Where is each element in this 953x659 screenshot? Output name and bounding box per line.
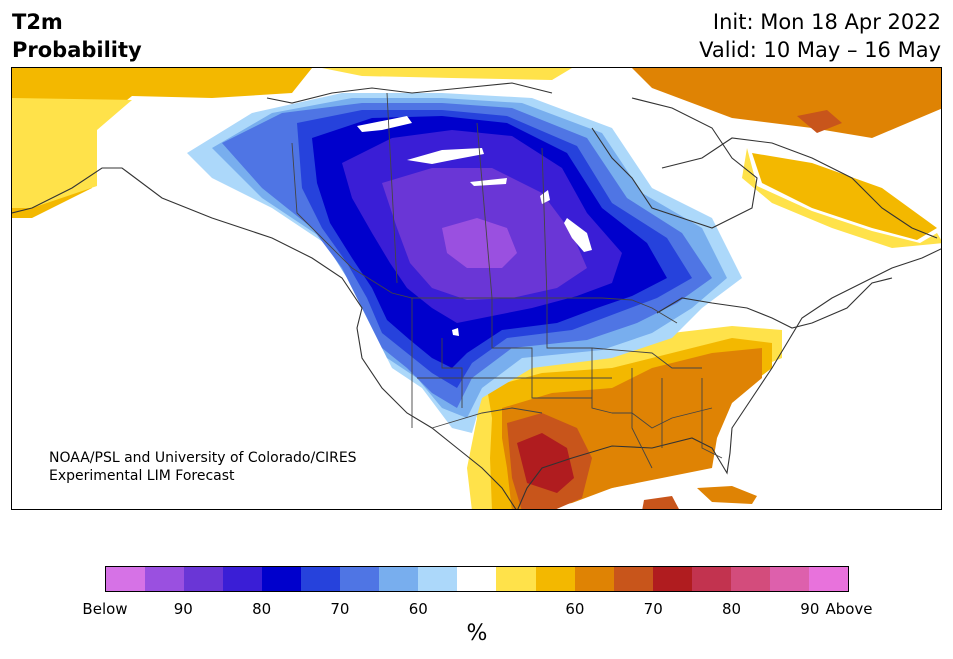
colorbar-tick-label: Above [825, 600, 873, 618]
cuba-above-region [697, 486, 757, 504]
colorbar-tick-label: 70 [330, 600, 350, 618]
colorbar-segment [535, 567, 575, 591]
forecast-dates: Init: Mon 18 Apr 2022 Valid: 10 May – 16… [699, 8, 941, 64]
colorbar-segment [223, 567, 263, 591]
reindeer-lake [540, 190, 550, 204]
colorbar-segment [457, 567, 497, 591]
colorbar-segment [691, 567, 731, 591]
yucatan-above-region [642, 496, 679, 509]
probability-map [12, 68, 941, 509]
colorbar-tick-label: 90 [800, 600, 820, 618]
colorbar-tick-label: 90 [173, 600, 193, 618]
title-variable: T2m [12, 10, 63, 34]
texas-above-core [517, 433, 574, 493]
colorbar-segment [808, 567, 848, 591]
colorbar-segment [496, 567, 536, 591]
great-bear-lake [357, 116, 412, 132]
colorbar-segment [652, 567, 692, 591]
great-salt-lake [452, 328, 459, 336]
colorbar-segment [184, 567, 224, 591]
quebec-above-region [752, 153, 937, 240]
greenland-above-inner [797, 110, 842, 133]
colorbar-segment [262, 567, 302, 591]
colorbar-tick-label: 80 [252, 600, 272, 618]
quebec-above-outer [742, 148, 941, 248]
great-slave-lake [407, 148, 484, 164]
colorbar-tick-label: 60 [565, 600, 585, 618]
colorbar-tick-label: Below [82, 600, 128, 618]
lake-winnipeg [564, 218, 592, 252]
init-date: Init: Mon 18 Apr 2022 [712, 10, 941, 34]
colorbar-segment [418, 567, 458, 591]
credit-line-1: NOAA/PSL and University of Colorado/CIRE… [49, 450, 357, 466]
colorbar-tick-label: 80 [721, 600, 742, 618]
data-credit: NOAA/PSL and University of Colorado/CIRE… [49, 449, 357, 485]
credit-line-2: Experimental LIM Forecast [49, 468, 235, 484]
colorbar-tick-label: 60 [408, 600, 428, 618]
colorbar-segment [613, 567, 653, 591]
political-borders [291, 92, 723, 469]
colorbar-segment [145, 567, 185, 591]
colorbar-segment [379, 567, 419, 591]
coastlines [12, 82, 941, 509]
colorbar-segment [730, 567, 770, 591]
colorbar-segment [301, 567, 341, 591]
colorbar-tick-label: 70 [643, 600, 663, 618]
colorbar-segment [340, 567, 380, 591]
colorbar-segment [574, 567, 614, 591]
map-title: T2m Probability [12, 8, 142, 64]
alaska-above-inner [12, 98, 132, 208]
west-below-core [442, 218, 517, 268]
greenland-above-region [632, 68, 941, 138]
forecast-map [11, 67, 942, 510]
colorbar-segment [769, 567, 809, 591]
valid-dates: Valid: 10 May – 16 May [699, 38, 941, 62]
lake-athabasca [470, 178, 507, 186]
colorbar-segment [106, 567, 146, 591]
colorbar-units: % [466, 621, 488, 646]
arctic-above-region [322, 68, 572, 80]
title-type: Probability [12, 38, 142, 62]
colorbar-legend [105, 566, 849, 592]
